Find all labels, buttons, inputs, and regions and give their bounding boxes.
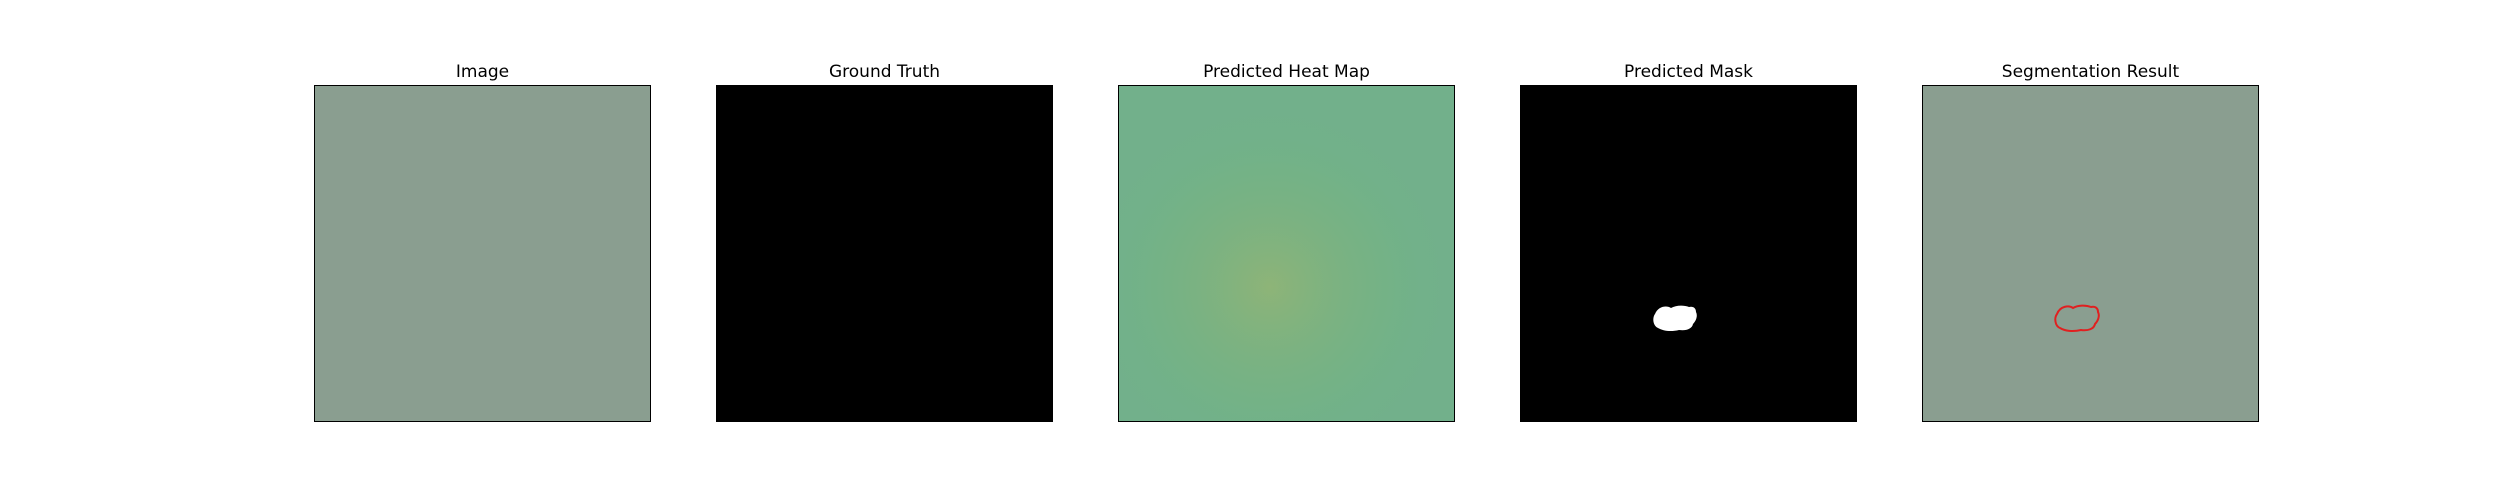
texture-spots [315, 86, 650, 421]
segmentation-contour [2054, 304, 2100, 333]
panel-ground-truth: Ground Truth [716, 60, 1053, 430]
ground-truth-svg [717, 86, 1052, 421]
panel-segmentation-result: Segmentation Result [1922, 60, 2259, 430]
predicted-mask-svg [1521, 86, 1856, 421]
segmentation-svg [1923, 86, 2258, 421]
input-texture-image [314, 85, 651, 422]
panel-title-segmentation-result: Segmentation Result [2001, 62, 2180, 82]
segmentation-result-image [1922, 85, 2259, 422]
panel-image: Image [314, 60, 651, 430]
predicted-mask [1520, 85, 1857, 422]
ground-truth-mask [716, 85, 1053, 422]
panel-predicted-mask: Predicted Mask [1520, 60, 1857, 430]
heat-map-overlay [1118, 85, 1455, 422]
predicted-mask-blob [1653, 305, 1697, 332]
panel-title-predicted-mask: Predicted Mask [1624, 62, 1753, 82]
predicted-mask-background [1521, 86, 1856, 421]
panel-title-heat-map: Predicted Heat Map [1203, 62, 1370, 82]
heat-map-glow [1119, 86, 1454, 421]
heat-map-svg [1119, 86, 1454, 421]
panel-heat-map: Predicted Heat Map [1118, 60, 1455, 430]
segmentation-spots [1923, 86, 2258, 421]
panel-title-image: Image [455, 62, 510, 82]
texture-svg [315, 86, 650, 421]
panel-title-ground-truth: Ground Truth [828, 62, 941, 82]
ground-truth-fill [717, 86, 1052, 421]
